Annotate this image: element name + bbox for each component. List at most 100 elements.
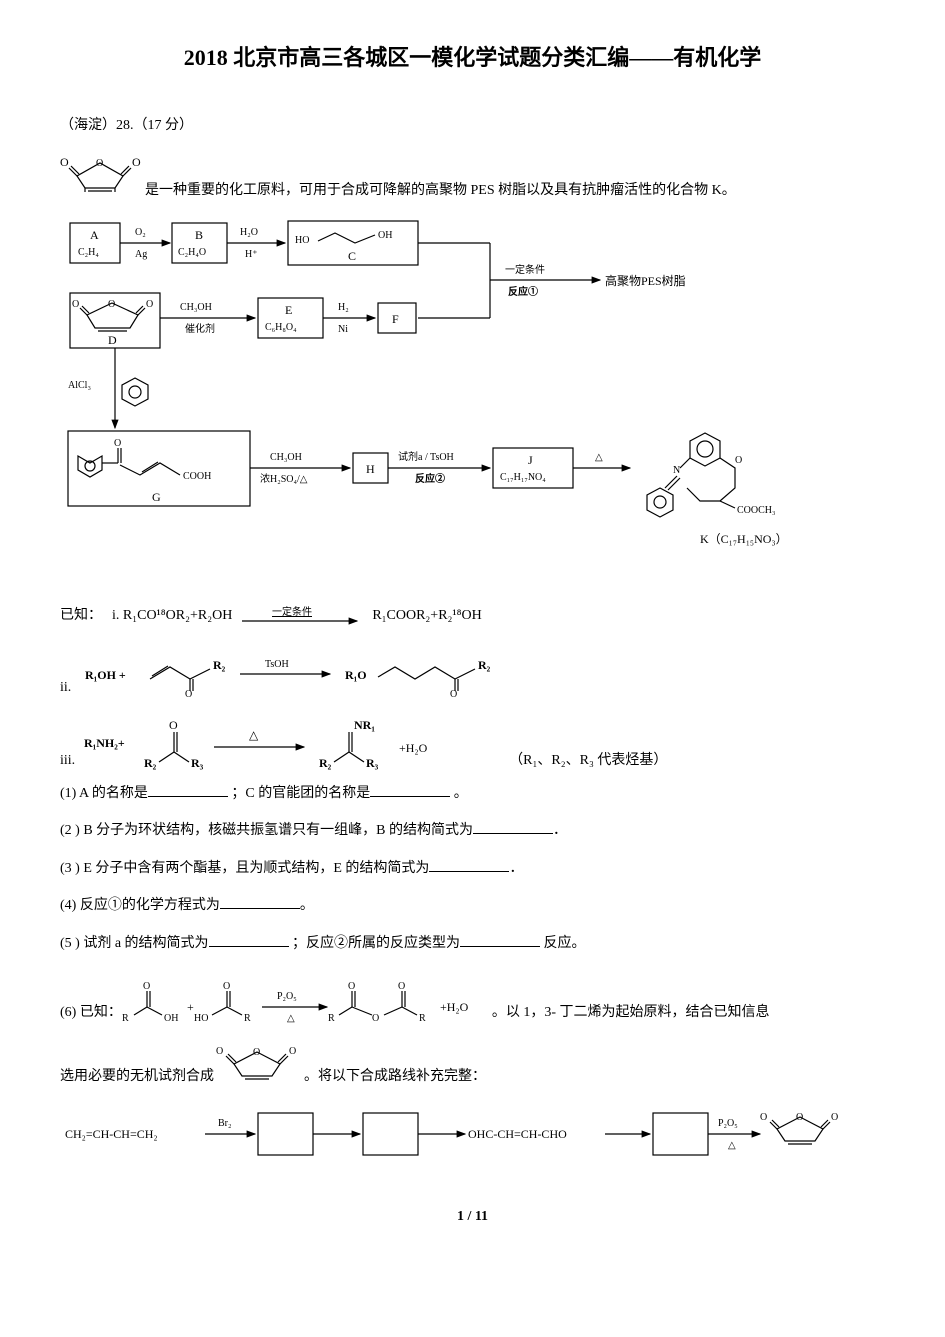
svg-text:△: △	[728, 1140, 736, 1151]
svg-text:O: O	[132, 155, 141, 169]
question-5: (5 ) 试剂 a 的结构简式为 ；反应②所属的反应类型为 反应。	[60, 932, 885, 955]
intro-text: 是一种重要的化工原料，可用于合成可降解的高聚物 PES 树脂以及具有抗肿瘤活性的…	[145, 180, 736, 202]
svg-text:NR₁: NR₁	[354, 718, 375, 732]
svg-text:TsOH: TsOH	[265, 659, 289, 670]
svg-text:H₂: H₂	[338, 302, 349, 313]
svg-text:O: O	[398, 981, 405, 992]
svg-text:C₁₇H₁₇NO₄: C₁₇H₁₇NO₄	[500, 472, 546, 483]
svg-text:O: O	[146, 299, 153, 310]
svg-text:OHC-CH=CH-CHO: OHC-CH=CH-CHO	[468, 1127, 567, 1141]
svg-text:R₁O: R₁O	[345, 668, 367, 682]
known-ii: ii. R₁OH + R₂ O TsOH R₁O R₂ O	[60, 639, 885, 699]
svg-text:O: O	[169, 718, 178, 732]
svg-text:J: J	[528, 453, 533, 467]
svg-text:O: O	[114, 438, 121, 449]
svg-text:+H₂O: +H₂O	[399, 741, 428, 755]
svg-text:Br₂: Br₂	[218, 1118, 232, 1129]
question-4: (4) 反应①的化学方程式为。	[60, 894, 885, 917]
svg-text:O: O	[72, 299, 79, 310]
svg-text:R: R	[328, 1013, 335, 1024]
svg-text:A: A	[90, 228, 99, 242]
svg-text:F: F	[392, 312, 399, 326]
svg-text:R₂: R₂	[319, 756, 332, 770]
svg-text:C₂H₄: C₂H₄	[78, 247, 99, 258]
svg-text:R: R	[244, 1013, 251, 1024]
svg-text:CH₃OH: CH₃OH	[180, 302, 212, 313]
svg-text:COOH: COOH	[183, 471, 211, 482]
svg-text:浓H₂SO₄/△: 浓H₂SO₄/△	[260, 473, 308, 485]
svg-text:R: R	[419, 1013, 426, 1024]
svg-text:R₂: R₂	[144, 756, 157, 770]
svg-text:O: O	[253, 1047, 260, 1058]
svg-text:P₂O₅: P₂O₅	[718, 1118, 738, 1129]
svg-text:B: B	[195, 228, 203, 242]
svg-text:Ag: Ag	[135, 249, 147, 260]
svg-text:O: O	[735, 455, 742, 466]
known-iii: iii. R₁NH₂+ R₂ R₃ O △ R₂ R₃ NR₁ +H₂O （R₁…	[60, 707, 885, 772]
question-1: (1) A 的名称是 ；C 的官能团的名称是 。	[60, 782, 885, 805]
svg-text:HO: HO	[295, 235, 309, 246]
svg-text:CH₃OH: CH₃OH	[270, 452, 302, 463]
svg-text:O: O	[60, 155, 69, 169]
svg-text:Ni: Ni	[338, 324, 348, 335]
svg-text:反应①: 反应①	[508, 285, 538, 298]
svg-text:O: O	[760, 1112, 767, 1123]
svg-text:+H₂O: +H₂O	[440, 1000, 469, 1014]
svg-text:△: △	[595, 452, 603, 463]
q6-line2: 选用必要的无机试剂合成 O O O 。将以下合成路线补充完整：	[60, 1038, 885, 1088]
page-title: 2018 北京市高三各城区一模化学试题分类汇编——有机化学	[60, 40, 885, 75]
svg-text:反应②: 反应②	[415, 472, 445, 485]
svg-text:C₂H₄O: C₂H₄O	[178, 247, 206, 258]
svg-text:O: O	[450, 689, 457, 699]
svg-text:CH₂=CH-CH=CH₂: CH₂=CH-CH=CH₂	[65, 1127, 158, 1141]
svg-text:COOCH₃: COOCH₃	[737, 505, 776, 516]
svg-text:O: O	[372, 1013, 379, 1024]
svg-text:R₃: R₃	[366, 756, 379, 770]
intro-row: O O O 是一种重要的化工原料，可用于合成可降解的高聚物 PES 树脂以及具有…	[60, 148, 885, 203]
page-number: 1 / 11	[60, 1206, 885, 1228]
svg-text:H₂O: H₂O	[240, 227, 258, 238]
svg-text:OH: OH	[378, 230, 392, 241]
svg-text:O: O	[216, 1046, 223, 1057]
svg-text:OH: OH	[164, 1013, 178, 1024]
svg-text:D: D	[108, 333, 117, 347]
svg-text:一定条件: 一定条件	[505, 263, 545, 276]
svg-text:N: N	[673, 465, 680, 476]
svg-text:P₂O₅: P₂O₅	[277, 991, 297, 1002]
svg-text:O: O	[223, 981, 230, 992]
maleic-anhydride-icon: O O O	[60, 148, 145, 203]
question-2: (2 ) B 分子为环状结构，核磁共振氢谱只有一组峰，B 的结构简式为．	[60, 819, 885, 842]
svg-text:HO: HO	[194, 1013, 208, 1024]
target-anhydride-icon: O O O	[214, 1038, 304, 1088]
svg-text:R₃: R₃	[191, 756, 204, 770]
svg-text:催化剂: 催化剂	[185, 322, 215, 335]
svg-text:O: O	[108, 299, 115, 310]
svg-text:+: +	[187, 1000, 194, 1014]
synthesis-route: CH₂=CH-CH=CH₂ Br₂ OHC-CH=CH-CHO P₂O₅ △ O…	[60, 1098, 885, 1176]
svg-text:试剂a / TsOH: 试剂a / TsOH	[398, 450, 454, 463]
svg-text:高聚物PES树脂: 高聚物PES树脂	[605, 273, 686, 288]
svg-text:O: O	[143, 981, 150, 992]
svg-text:R₂: R₂	[213, 658, 226, 672]
svg-text:R₁NH₂+: R₁NH₂+	[84, 736, 125, 750]
district-label: （海淀）28.（17 分）	[60, 115, 885, 137]
svg-text:AlCl₃: AlCl₃	[68, 380, 91, 391]
svg-text:O: O	[796, 1112, 803, 1123]
svg-text:R: R	[122, 1013, 129, 1024]
question-6: (6) 已知： R O OH + HO O R P₂O₅ △ R O O O R…	[60, 969, 885, 1024]
svg-text:R₂: R₂	[478, 658, 491, 672]
main-scheme: A C₂H₄ O₂ Ag B C₂H₄O H₂O H⁺ HO OH C 一定条件…	[60, 213, 885, 591]
svg-text:E: E	[285, 303, 292, 317]
svg-text:O: O	[289, 1046, 296, 1057]
known-i: 已知： i. R₁CO¹⁸OR₂+R₂OH 一定条件 R₁COOR₂+R₂¹⁸O…	[60, 601, 885, 631]
svg-text:一定条件: 一定条件	[272, 605, 312, 618]
svg-text:H: H	[366, 462, 375, 476]
svg-text:G: G	[152, 490, 161, 504]
svg-text:O: O	[831, 1112, 838, 1123]
svg-text:O: O	[348, 981, 355, 992]
svg-text:O₂: O₂	[135, 227, 146, 238]
svg-text:K（C₁₇H₁₅NO₃）: K（C₁₇H₁₅NO₃）	[700, 532, 788, 546]
q6-known-icon: R O OH + HO O R P₂O₅ △ R O O O R +H₂O	[122, 969, 492, 1024]
arrow-icon: 一定条件	[232, 601, 372, 631]
svg-text:O: O	[185, 689, 192, 699]
